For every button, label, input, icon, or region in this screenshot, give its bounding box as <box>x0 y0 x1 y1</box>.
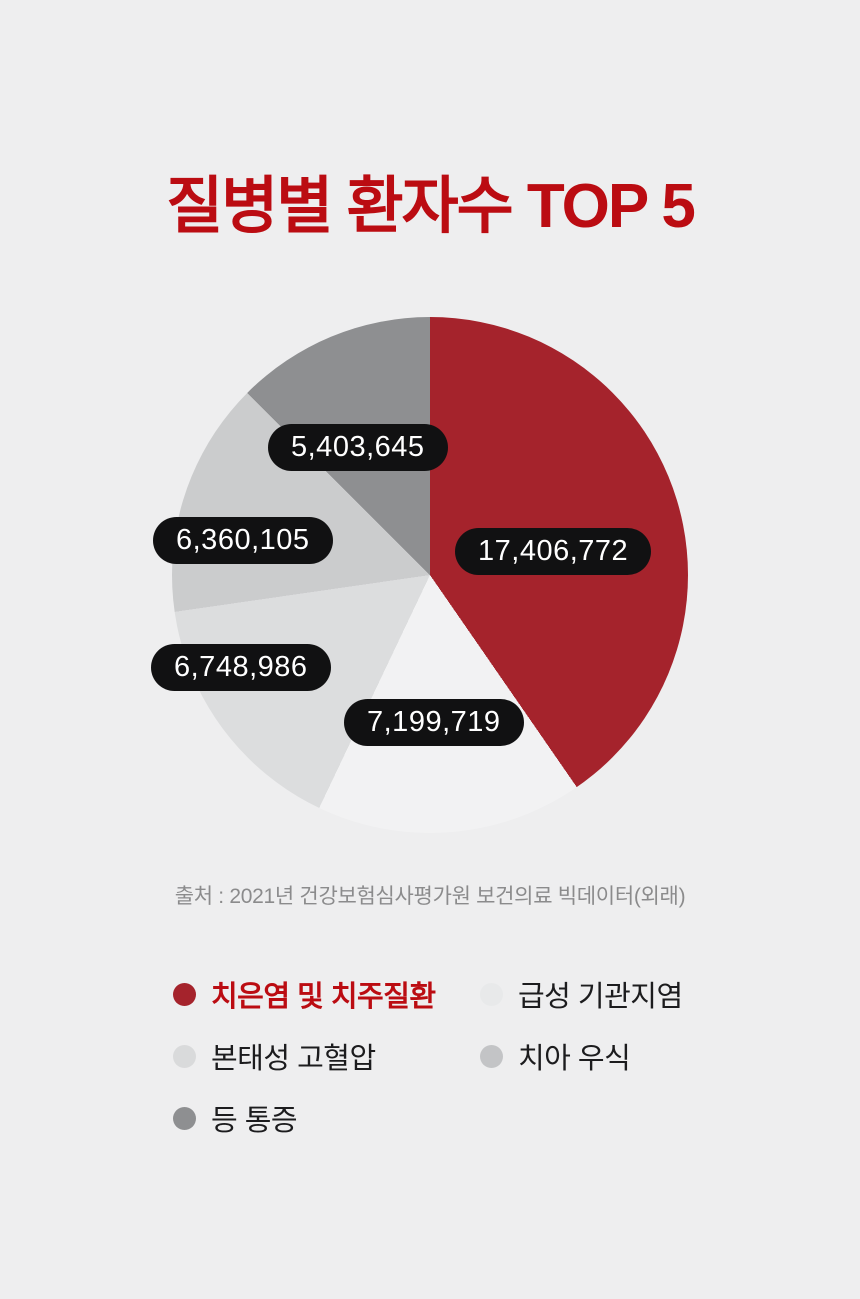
slice-value-pill: 6,360,105 <box>153 517 333 564</box>
slice-value-pill: 7,199,719 <box>344 699 524 746</box>
legend-label: 등 통증 <box>211 1105 298 1137</box>
legend-dot <box>173 1044 196 1068</box>
legend-dot <box>480 982 503 1006</box>
pie-chart <box>172 317 688 833</box>
legend-item: 급성 기관지염 <box>480 975 683 1013</box>
legend-dot <box>173 1106 196 1130</box>
legend-dot <box>173 982 196 1006</box>
slice-value-pill: 17,406,772 <box>455 528 652 575</box>
legend-label: 치은염 및 치주질환 <box>211 981 436 1013</box>
legend-item: 본태성 고혈압 <box>173 1037 480 1075</box>
source-caption: 출처 : 2021년 건강보험심사평가원 보건의료 빅데이터(외래) <box>174 885 686 908</box>
legend-item: 치아 우식 <box>480 1037 683 1075</box>
legend-label: 치아 우식 <box>518 1043 631 1075</box>
legend-label: 급성 기관지염 <box>518 981 683 1013</box>
page-title: 질병별 환자수 TOP 5 <box>166 172 696 241</box>
slice-value-pill: 6,748,986 <box>151 644 331 691</box>
legend-item: 치은염 및 치주질환 <box>173 975 480 1013</box>
legend-label: 본태성 고혈압 <box>211 1043 376 1075</box>
legend: 치은염 및 치주질환 급성 기관지염 본태성 고혈압 치아 우식 등 통증 <box>173 975 683 1137</box>
slice-value-pill: 5,403,645 <box>268 424 448 471</box>
legend-item: 등 통증 <box>173 1099 480 1137</box>
legend-dot <box>480 1044 503 1068</box>
